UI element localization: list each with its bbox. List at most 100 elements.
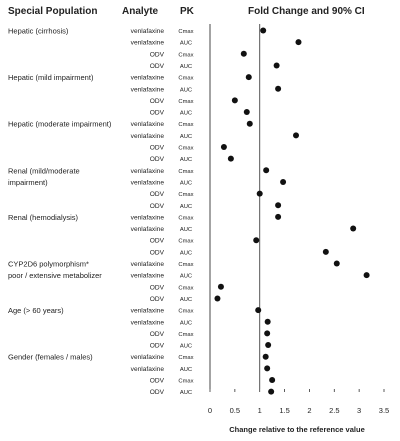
analyte-label: venlafaxine	[131, 354, 165, 361]
data-point	[217, 283, 224, 290]
pk-label: AUC	[180, 390, 192, 396]
population-label: Hepatic (moderate impairment)	[8, 120, 112, 129]
population-label: Hepatic (cirrhosis)	[8, 27, 69, 36]
analyte-label: ODV	[150, 156, 165, 163]
analyte-label: ODV	[150, 238, 165, 245]
data-point	[253, 237, 260, 244]
x-tick-label: 0	[208, 406, 212, 415]
analyte-label: venlafaxine	[131, 86, 165, 93]
analyte-label: venlafaxine	[131, 366, 165, 373]
pk-label: Cmax	[178, 309, 193, 315]
analyte-label: ODV	[150, 343, 165, 350]
data-point	[262, 353, 269, 360]
x-tick-label: 2.5	[329, 406, 339, 415]
pk-label: AUC	[180, 297, 192, 303]
data-point	[295, 39, 302, 46]
analyte-label: ODV	[150, 203, 165, 210]
pk-label: Cmax	[178, 239, 193, 245]
data-point	[275, 213, 282, 220]
population-label: Renal (hemodialysis)	[8, 213, 79, 222]
analyte-label: ODV	[150, 331, 165, 338]
pk-label: AUC	[180, 250, 192, 256]
pk-label: AUC	[180, 134, 192, 140]
x-tick-label: 0.5	[230, 406, 240, 415]
data-point	[265, 342, 272, 349]
analyte-label: ODV	[150, 284, 165, 291]
analyte-label: ODV	[150, 389, 165, 396]
analyte-label: ODV	[150, 51, 165, 58]
x-tick-label: 3	[357, 406, 361, 415]
data-point	[246, 120, 253, 127]
pk-label: AUC	[180, 204, 192, 210]
pk-label: AUC	[180, 367, 192, 373]
pk-label: Cmax	[178, 262, 193, 268]
analyte-label: venlafaxine	[131, 179, 165, 186]
analyte-label: venlafaxine	[131, 308, 165, 315]
data-point	[322, 248, 329, 255]
pk-label: AUC	[180, 41, 192, 47]
data-point	[264, 365, 271, 372]
x-tick-label: 1.5	[279, 406, 289, 415]
analyte-label: ODV	[150, 378, 165, 385]
pk-label: AUC	[180, 111, 192, 117]
data-point	[256, 190, 263, 197]
x-tick-label: 3.5	[379, 406, 389, 415]
data-point	[214, 295, 221, 302]
analyte-label: ODV	[150, 98, 165, 105]
analyte-label: venlafaxine	[131, 214, 165, 221]
analyte-label: venlafaxine	[131, 40, 165, 47]
data-point	[220, 144, 227, 150]
data-point	[333, 260, 340, 267]
pk-label: AUC	[180, 180, 192, 186]
pk-label: AUC	[180, 87, 192, 93]
data-point	[260, 27, 267, 34]
pk-label: Cmax	[178, 215, 193, 221]
population-label: Age (> 60 years)	[8, 306, 64, 315]
pk-label: Cmax	[178, 52, 193, 58]
pk-label: AUC	[180, 227, 192, 233]
analyte-label: venlafaxine	[131, 226, 165, 233]
analyte-label: venlafaxine	[131, 319, 165, 326]
pk-label: Cmax	[178, 285, 193, 291]
pk-label: Cmax	[178, 99, 193, 105]
header-pk: PK	[180, 6, 194, 17]
analyte-label: venlafaxine	[131, 28, 165, 35]
data-point	[263, 167, 270, 174]
pk-label: AUC	[180, 274, 192, 280]
x-axis-title: Change relative to the reference value	[229, 425, 364, 434]
pk-label: Cmax	[178, 192, 193, 198]
data-point	[268, 388, 275, 395]
analyte-label: ODV	[150, 191, 165, 198]
pk-label: Cmax	[178, 169, 193, 175]
analyte-label: venlafaxine	[131, 261, 165, 268]
analyte-label: ODV	[150, 249, 165, 256]
data-point	[275, 85, 282, 92]
population-label: Hepatic (mild impairment)	[8, 73, 94, 82]
analyte-label: venlafaxine	[131, 75, 165, 82]
pk-label: AUC	[180, 320, 192, 326]
data-point	[264, 318, 271, 325]
data-point	[255, 307, 262, 314]
pk-label: AUC	[180, 344, 192, 350]
population-label: poor / extensive metabolizer	[8, 271, 102, 280]
pk-label: AUC	[180, 64, 192, 70]
population-label: impairment)	[8, 178, 48, 187]
pk-label: Cmax	[178, 379, 193, 385]
analyte-label: ODV	[150, 296, 165, 303]
data-point	[240, 50, 247, 57]
header-special-population: Special Population	[8, 6, 98, 17]
analyte-label: venlafaxine	[131, 168, 165, 175]
pk-label: Cmax	[178, 122, 193, 128]
x-tick-label: 2	[307, 406, 311, 415]
population-label: CYP2D6 polymorphism*	[8, 260, 89, 269]
data-point	[275, 202, 282, 209]
pk-label: AUC	[180, 157, 192, 163]
header-fold-change: Fold Change and 90% CI	[248, 6, 365, 17]
analyte-label: venlafaxine	[131, 121, 165, 128]
pk-label: Cmax	[178, 76, 193, 82]
data-point	[227, 155, 234, 162]
pk-label: Cmax	[178, 332, 193, 338]
population-label: Gender (females / males)	[8, 353, 93, 362]
data-point	[231, 97, 238, 104]
